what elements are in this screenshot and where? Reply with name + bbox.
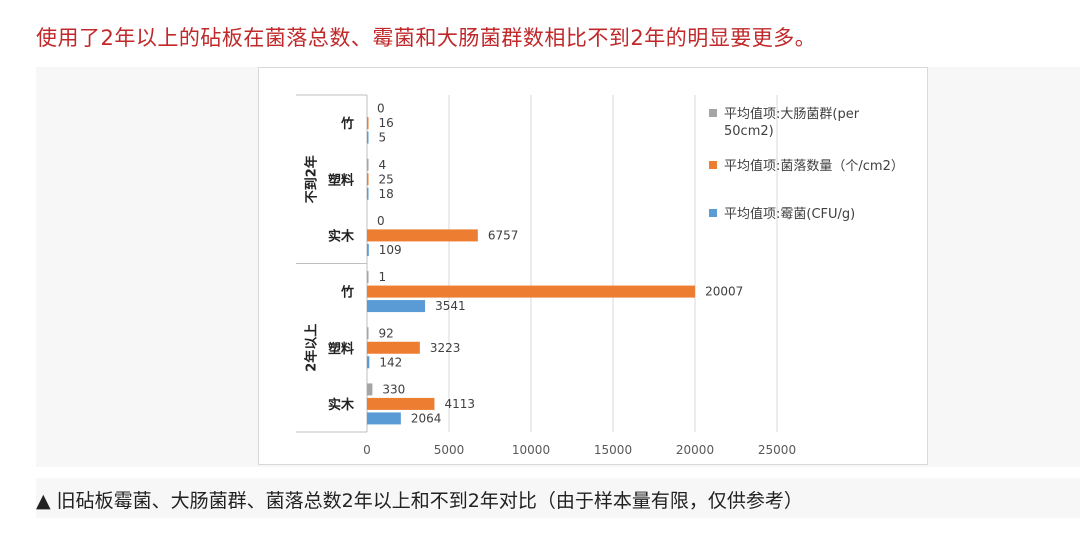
caption-background: [36, 478, 1080, 518]
data-label-2-0-2: 109: [379, 243, 402, 257]
category-label-0-0: 竹: [340, 116, 354, 132]
x-tick-label-15000: 15000: [594, 443, 632, 457]
data-label-2-0-0: 5: [379, 131, 387, 145]
legend-label-0-1: 50cm2): [724, 124, 774, 139]
category-label-1-1: 塑料: [328, 341, 354, 357]
bar-2-0-2: [367, 243, 369, 256]
bar-2-0-0: [367, 131, 369, 144]
data-label-1-0-2: 6757: [488, 228, 519, 242]
bar-2-0-1: [367, 187, 369, 200]
bar-1-0-2: [367, 229, 478, 242]
bar-2-1-1: [367, 356, 370, 369]
category-label-1-2: 实木: [328, 397, 355, 413]
group-label-1: 2年以上: [304, 324, 320, 372]
data-label-1-0-1: 25: [379, 172, 394, 186]
x-tick-label-25000: 25000: [758, 443, 796, 457]
bar-1-1-2: [367, 397, 435, 410]
data-label-2-1-2: 2064: [411, 411, 442, 425]
data-label-2-1-0: 3541: [435, 299, 466, 313]
data-label-2-1-1: 142: [379, 355, 402, 369]
legend-swatch-0: [709, 109, 717, 117]
bar-2-1-0: [367, 300, 426, 313]
data-label-0-1-0: 1: [379, 270, 387, 284]
category-label-0-1: 塑料: [328, 172, 354, 188]
data-label-0-1-2: 330: [382, 382, 405, 396]
bar-1-1-0: [367, 285, 696, 298]
legend-label-1-0: 平均值项:菌落数量（个/cm2）: [724, 158, 904, 174]
category-label-1-0: 竹: [340, 285, 354, 301]
x-tick-label-20000: 20000: [676, 443, 714, 457]
bar-0-1-0: [367, 271, 369, 284]
data-label-0-0-0: 0: [377, 102, 385, 116]
bar-1-0-1: [367, 173, 369, 186]
category-label-0-2: 实木: [328, 228, 355, 244]
bar-0-0-1: [367, 158, 369, 171]
data-label-0-0-1: 4: [379, 158, 387, 172]
legend-swatch-2: [709, 209, 717, 217]
x-tick-label-10000: 10000: [512, 443, 550, 457]
data-label-0-0-2: 0: [377, 214, 385, 228]
data-label-1-1-1: 3223: [430, 341, 461, 355]
bar-0-1-1: [367, 327, 369, 340]
x-tick-label-5000: 5000: [434, 443, 465, 457]
bar-1-1-1: [367, 341, 420, 354]
legend-swatch-1: [709, 161, 717, 169]
data-label-1-1-2: 4113: [444, 397, 475, 411]
bar-1-0-0: [367, 117, 369, 130]
headline: 使用了2年以上的砧板在菌落总数、霉菌和大肠菌群数相比不到2年的明显要更多。: [36, 26, 817, 50]
bar-2-1-2: [367, 412, 401, 425]
data-label-0-1-1: 92: [379, 326, 394, 340]
legend-label-2-0: 平均值项:霉菌(CFU/g): [724, 206, 855, 222]
figure-caption: ▲ 旧砧板霉菌、大肠菌群、菌落总数2年以上和不到2年对比（由于样本量有限，仅供参…: [36, 490, 803, 512]
data-label-1-0-0: 16: [379, 116, 394, 130]
group-label-0: 不到2年: [304, 155, 320, 203]
data-label-1-1-0: 20007: [705, 285, 743, 299]
bar-0-1-2: [367, 383, 373, 396]
x-tick-label-0: 0: [363, 443, 371, 457]
legend-label-0-0: 平均值项:大肠菌群(per: [724, 106, 860, 122]
data-label-2-0-1: 18: [379, 187, 394, 201]
